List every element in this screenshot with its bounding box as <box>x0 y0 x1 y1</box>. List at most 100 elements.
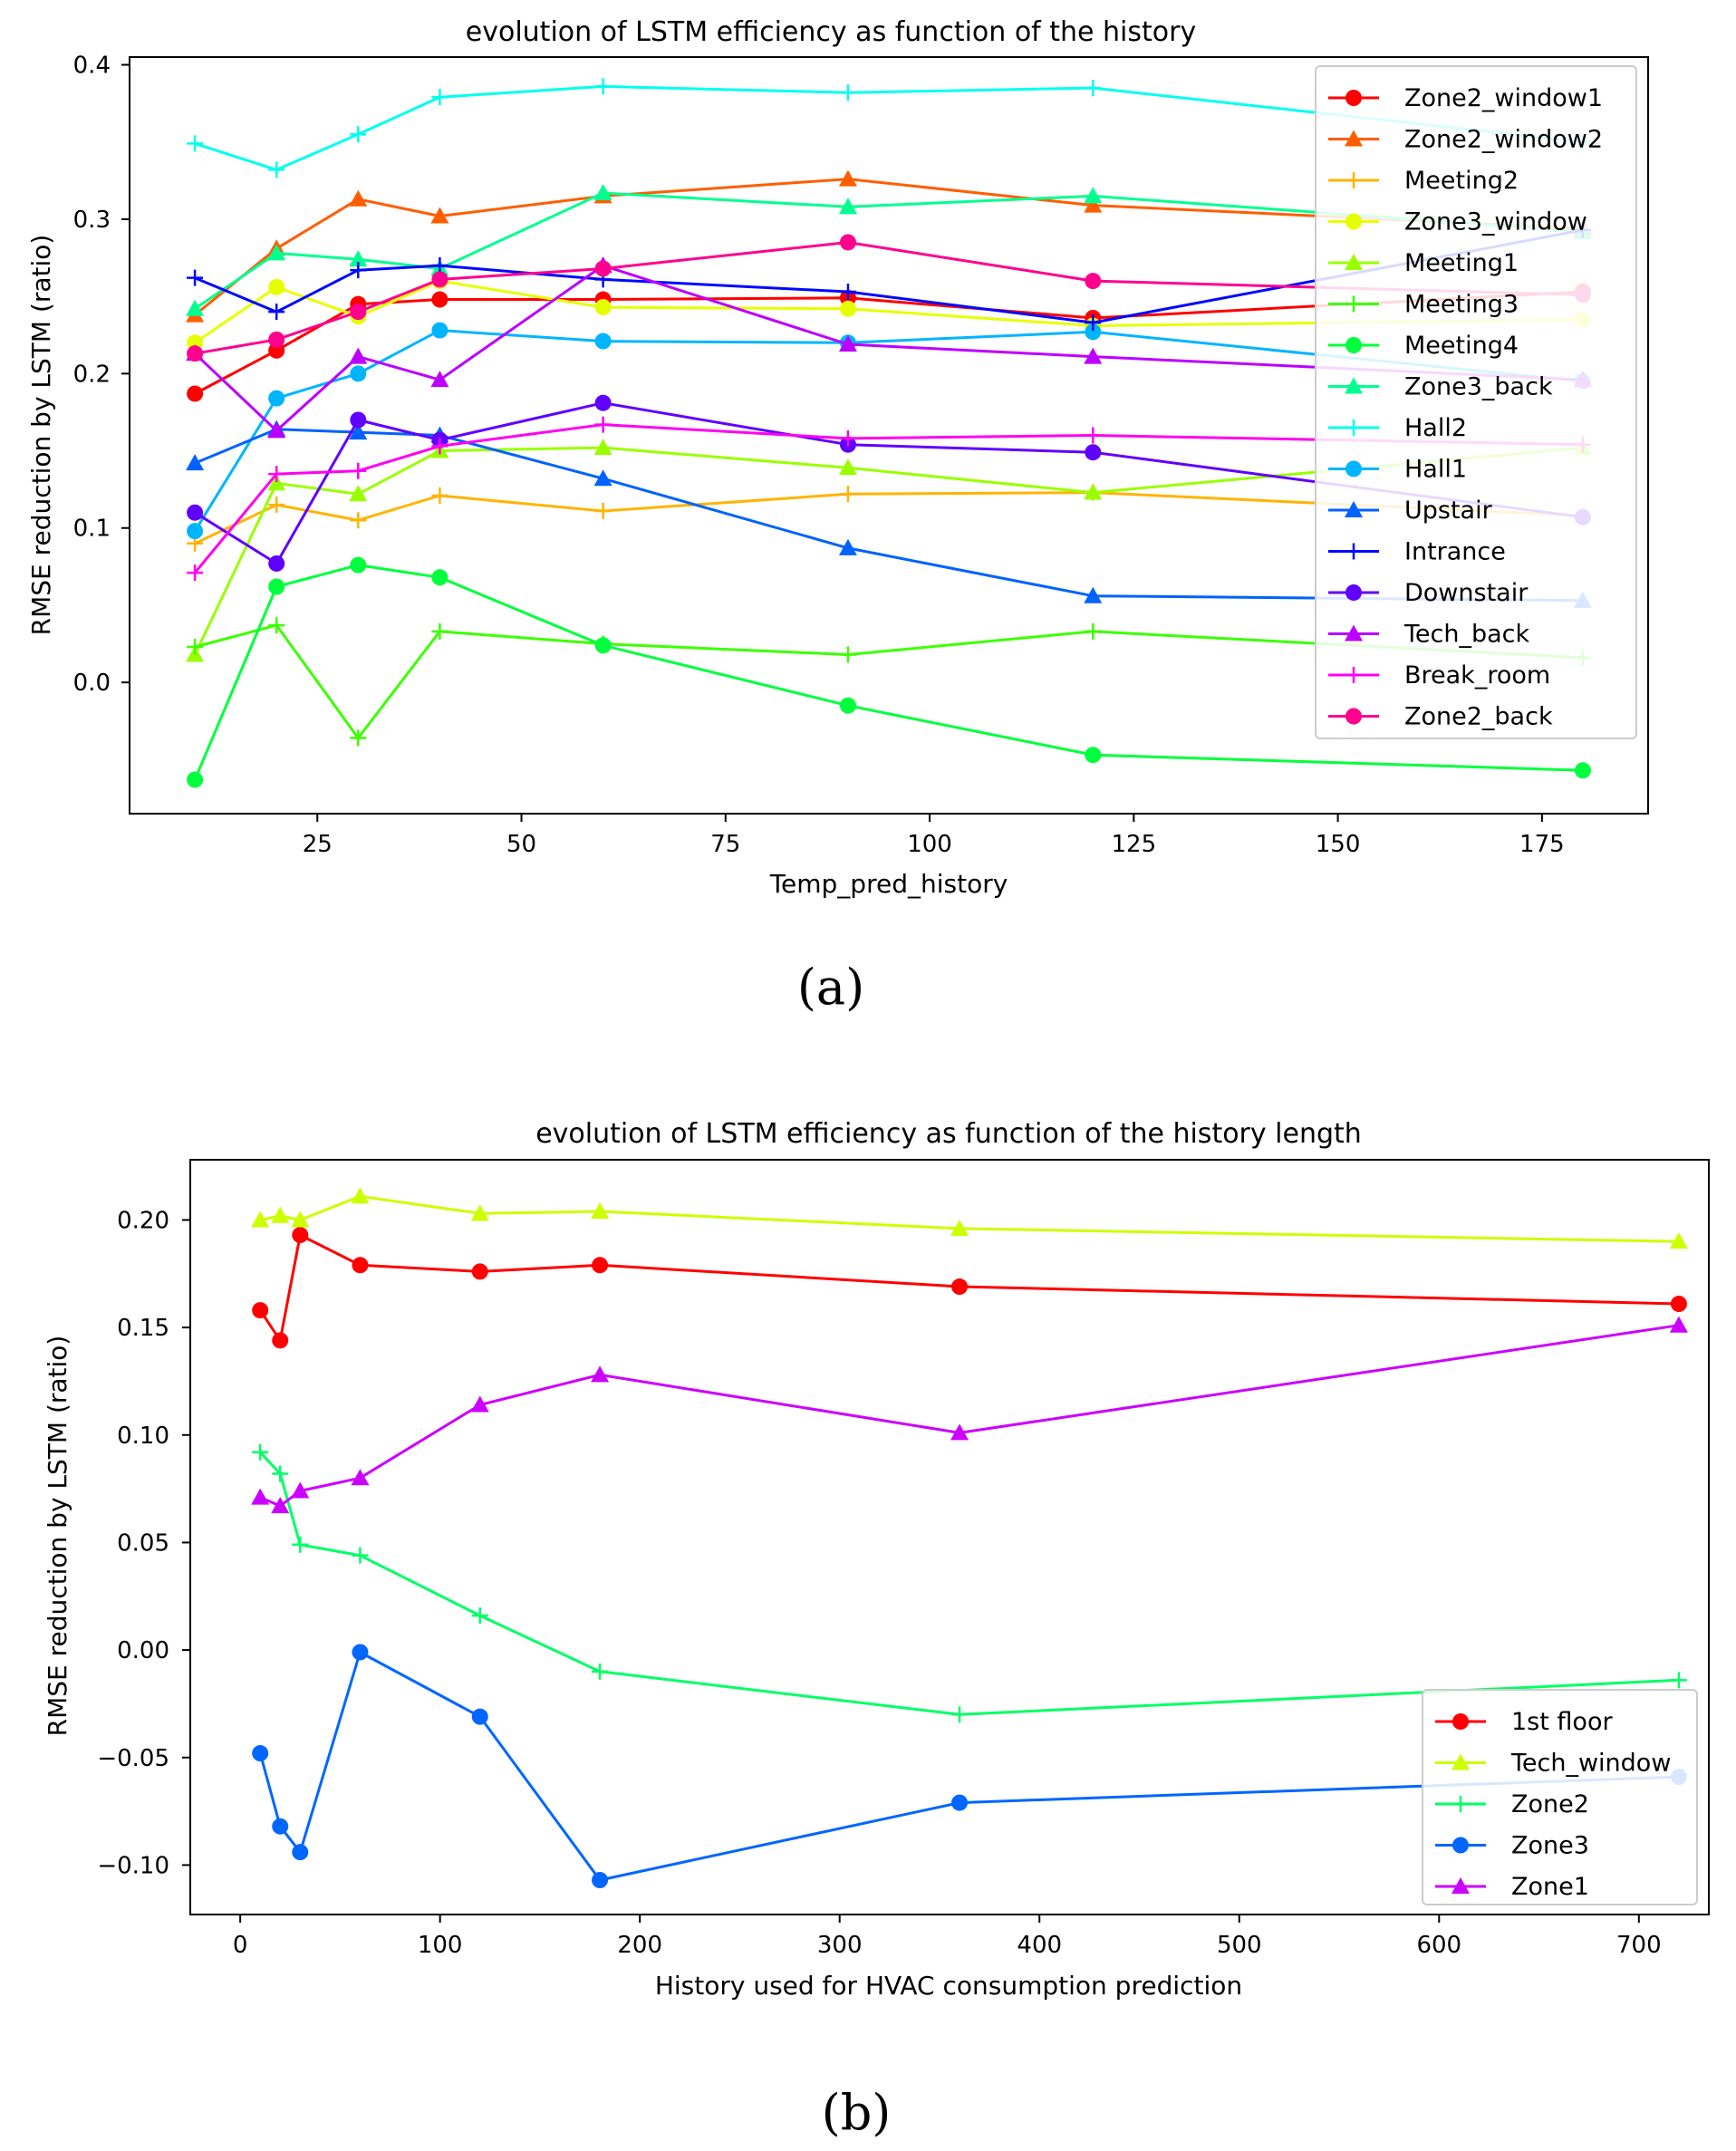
chart-a-series-line <box>194 241 1583 355</box>
chart-a-ytick-labels: 0.0 0.1 0.2 0.3 0.4 <box>73 53 111 698</box>
chart-a-data-point <box>593 469 612 487</box>
chart-a-legend-entry: Intrance <box>1328 538 1506 566</box>
chart-a-data-point <box>593 439 612 456</box>
chart-b-data-point <box>950 1423 969 1441</box>
chart-a-data-point <box>594 637 612 654</box>
chart-b-data-point <box>591 1201 610 1219</box>
chart-a-legend-label: Zone3_back <box>1404 373 1553 401</box>
chart-a-data-point <box>838 334 857 352</box>
chart-b-data-point <box>1670 1672 1687 1689</box>
chart-a-legend-entry: Hall2 <box>1328 414 1467 442</box>
chart-a-legend-marker <box>1345 213 1362 230</box>
chart-a-series-line <box>194 279 1583 344</box>
chart-a-plot-frame <box>129 56 1649 815</box>
chart-a-data-point <box>187 135 204 152</box>
chart-b-ytick-label: −0.10 <box>97 1852 169 1879</box>
chart-b-data-point <box>251 1211 270 1228</box>
chart-a-legend-entry: Zone2_window2 <box>1328 126 1603 154</box>
chart-a-data-point <box>839 697 856 714</box>
chart-b-data-point <box>271 1206 290 1223</box>
chart-a-xtick-label: 100 <box>907 831 952 858</box>
chart-b-data-point <box>471 1263 488 1280</box>
chart-a-legend-label: Downstair <box>1404 579 1529 607</box>
chart-b-data-point <box>470 1204 489 1221</box>
chart-b-ticks <box>182 1219 1640 1923</box>
chart-a-series-line <box>194 178 1583 316</box>
chart-b-xtick-labels: 0 100 200 300 400 500 600 700 <box>233 1932 1662 1959</box>
chart-a-legend-marker <box>1345 543 1362 560</box>
chart-a-legend-label: Upstair <box>1404 497 1493 525</box>
chart-a-legend-entry: Tech_back <box>1328 621 1530 649</box>
chart-a-legend-entry: Upstair <box>1328 497 1493 525</box>
chart-b-data-point <box>951 1278 969 1296</box>
chart-a-data-point <box>838 169 857 187</box>
chart-a-legend-label: Meeting3 <box>1404 291 1519 319</box>
chart-a-data-point <box>268 278 285 295</box>
chart-b-series-line <box>259 1451 1679 1716</box>
chart-b: evolution of LSTM efficiency as function… <box>43 1118 1710 2141</box>
chart-b-ytick-label: −0.05 <box>97 1745 169 1772</box>
chart-a-data-point <box>268 331 285 348</box>
chart-b-caption: (b) <box>822 2084 892 2141</box>
chart-b-series-line <box>258 1233 1679 1342</box>
chart-b-ytick-label: 0.15 <box>117 1315 169 1342</box>
chart-a-series-line <box>194 264 1583 432</box>
chart-a-legend-box <box>1315 65 1637 739</box>
chart-a-data-point <box>187 523 204 540</box>
chart-a-data-point <box>268 555 285 572</box>
chart-a-xtick-label: 25 <box>303 831 333 858</box>
chart-a-data-point <box>431 291 448 308</box>
chart-a-data-point <box>1085 747 1102 764</box>
chart-b-xtick-label: 200 <box>617 1932 662 1959</box>
chart-a-legend-label: Zone2_back <box>1404 703 1553 731</box>
chart-a-legend-entry: Zone2_window1 <box>1328 84 1603 112</box>
chart-a-data-point <box>1085 622 1102 640</box>
chart-a-data-point <box>594 503 612 519</box>
chart-b-data-point <box>252 1302 269 1319</box>
chart-a-ticks <box>121 63 1543 822</box>
chart-a-legend-entry: Meeting3 <box>1328 291 1519 319</box>
chart-b-data-point <box>351 1187 370 1204</box>
chart-a-data-point <box>187 564 204 582</box>
chart-b-legend-marker <box>1452 1796 1469 1812</box>
chart-a-data-point <box>839 234 856 251</box>
chart-a-legend-entry: Zone3_back <box>1328 373 1553 401</box>
chart-a-legend-entry: Zone2_back <box>1328 703 1553 731</box>
chart-a-legend-marker <box>1345 708 1362 725</box>
chart-a-data-point <box>349 485 368 502</box>
chart-b-data-point <box>592 1663 609 1680</box>
chart-a-series-meeting1 <box>186 439 1592 662</box>
chart-a-data-point <box>838 198 857 215</box>
chart-a-data-point <box>1084 196 1103 213</box>
chart-a-data-point <box>268 617 285 634</box>
chart-a-legend-label: Zone3_window <box>1404 208 1587 236</box>
chart-b-legend-label: Zone3 <box>1511 1832 1589 1860</box>
chart-a-series-line <box>194 491 1583 545</box>
chart-b-legend-entry: Zone1 <box>1435 1873 1589 1901</box>
chart-b-data-point <box>591 1365 610 1383</box>
chart-a-data-point <box>839 486 856 503</box>
chart-a-legend-label: Tech_back <box>1403 621 1530 649</box>
chart-a-legend-marker <box>1345 130 1363 147</box>
chart-a-data-point <box>350 556 367 574</box>
chart-b-data-point <box>251 1488 270 1505</box>
chart-a-legend-label: Hall1 <box>1404 456 1467 484</box>
chart-a-legend: Zone2_window1 Zone2_window2 Meeting2 Zone3_… <box>1315 65 1637 739</box>
chart-b-series <box>251 1187 1688 1889</box>
chart-a-data-point <box>187 771 204 788</box>
chart-a-legend-label: Meeting4 <box>1404 332 1519 360</box>
chart-a-legend-label: Hall2 <box>1404 414 1467 442</box>
chart-a-ytick-label: 0.3 <box>73 207 111 234</box>
chart-a-series-line <box>194 623 1583 739</box>
chart-a-xtick-label: 150 <box>1316 831 1361 858</box>
chart-a-title: evolution of LSTM efficiency as function… <box>466 16 1196 48</box>
chart-a-legend-marker <box>1345 667 1362 683</box>
chart-b-data-point <box>352 1547 369 1564</box>
chart-a-data-point <box>187 269 204 286</box>
chart-a-series-line <box>194 228 1584 324</box>
chart-a-data-point <box>350 126 367 143</box>
chart-a-data-point <box>431 257 448 275</box>
chart-b-data-point <box>471 1708 488 1725</box>
chart-a-ytick-label: 0.0 <box>73 670 111 697</box>
